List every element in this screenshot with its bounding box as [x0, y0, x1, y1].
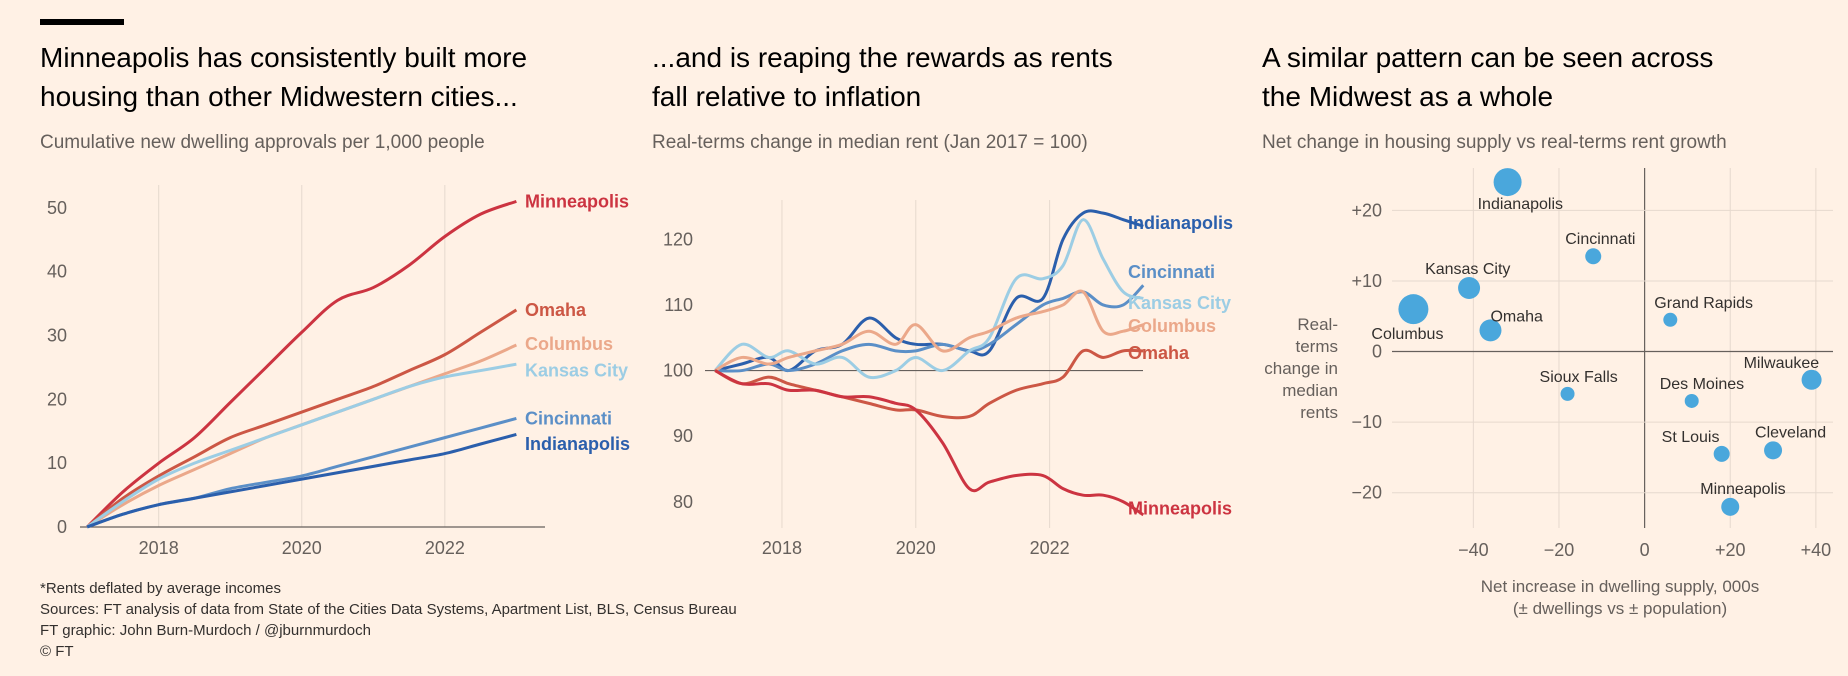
footer: *Rents deflated by average incomes Sourc… [40, 578, 737, 662]
y-tick-label: 10 [47, 453, 67, 473]
series-label: Columbus [1128, 316, 1216, 336]
y-tick-label: 40 [47, 262, 67, 282]
series-line [86, 362, 517, 529]
series-line [86, 432, 517, 529]
x-tick-label: 2020 [896, 538, 936, 558]
y-axis-label-line: median [1282, 381, 1338, 400]
series-label: Kansas City [525, 361, 628, 381]
scatter-point [1721, 497, 1740, 516]
scatter-point [1398, 294, 1429, 325]
scatter-point [1560, 386, 1575, 401]
point-label: Des Moines [1660, 376, 1744, 393]
point-label: Omaha [1490, 308, 1543, 325]
point-label: Indianapolis [1478, 196, 1563, 213]
point-label: Kansas City [1425, 261, 1510, 278]
footer-note: *Rents deflated by average incomes [40, 580, 281, 597]
y-tick-label: 110 [664, 295, 693, 315]
y-tick-label: +20 [1351, 200, 1382, 220]
x-tick-label: 2018 [762, 538, 802, 558]
y-tick-label: 50 [47, 198, 67, 218]
scatter-point [1684, 393, 1699, 408]
footer-sources: Sources: FT analysis of data from State … [40, 601, 737, 618]
ft-brand-bar [40, 19, 124, 25]
x-axis-label-line: Net increase in dwelling supply, 000s [1481, 577, 1759, 596]
series-label: Minneapolis [1128, 498, 1232, 518]
series-label: Minneapolis [525, 191, 629, 211]
point-label: St Louis [1662, 429, 1720, 446]
y-axis-label-line: Real- [1297, 315, 1338, 334]
series-line [714, 348, 1144, 420]
scatter-point [1663, 312, 1678, 327]
x-tick-label: +20 [1715, 540, 1746, 560]
y-tick-label: −20 [1351, 483, 1382, 503]
x-tick-label: −40 [1458, 540, 1489, 560]
point-label: Milwaukee [1744, 355, 1820, 372]
y-axis-label-line: change in [1264, 359, 1338, 378]
footer-copyright: © FT [40, 643, 74, 660]
x-tick-label: 2022 [1030, 538, 1070, 558]
x-tick-label: 0 [1640, 540, 1650, 560]
x-tick-label: 2018 [139, 538, 179, 558]
y-tick-label: −10 [1351, 412, 1382, 432]
scatter-point [1493, 168, 1522, 197]
supply-vs-rent-scatter: −40 −20 0 +20 +40 +20 +10 0 −10 −20 Real-terms chan… [1264, 168, 1833, 618]
series-label: Indianapolis [525, 434, 630, 454]
panel1-title: Minneapolis has consistently built more … [40, 42, 528, 112]
panel3-subtitle: Net change in housing supply vs real-ter… [1262, 132, 1727, 153]
series-label: Omaha [1128, 343, 1190, 363]
y-tick-label: +10 [1351, 271, 1382, 291]
point-label: Cincinnati [1565, 231, 1635, 248]
y-tick-label: 100 [663, 361, 693, 381]
y-axis-label-line: rents [1300, 403, 1338, 422]
panel1-subtitle: Cumulative new dwelling approvals per 1,… [40, 132, 485, 153]
approvals-line-chart: 2018 2020 2022 0 10 20 30 40 50 Minneapolis Omaha C… [47, 185, 630, 558]
x-tick-label: −20 [1544, 540, 1575, 560]
y-tick-label: 90 [673, 426, 693, 446]
series-label: Cincinnati [1128, 262, 1215, 282]
series-line [713, 218, 1144, 380]
series-line [86, 308, 518, 529]
y-tick-label: 0 [1372, 342, 1382, 362]
scatter-point [1801, 369, 1822, 390]
point-label: Sioux Falls [1540, 369, 1618, 386]
footer-graphic-credit: FT graphic: John Burn-Murdoch / @jburnmu… [40, 622, 371, 639]
scatter-point [1585, 248, 1602, 265]
panel2-subtitle: Real-terms change in median rent (Jan 20… [652, 132, 1088, 153]
x-axis-label-line: (± dwellings vs ± population) [1513, 599, 1727, 618]
y-tick-label: 80 [673, 492, 693, 512]
scatter-point [1713, 445, 1730, 462]
x-tick-label: +40 [1801, 540, 1832, 560]
x-tick-label: 2020 [282, 538, 322, 558]
series-label: Kansas City [1128, 293, 1231, 313]
series-label: Columbus [525, 334, 613, 354]
series-label: Indianapolis [1128, 213, 1233, 233]
scatter-point [1458, 277, 1481, 299]
y-tick-label: 30 [47, 325, 67, 345]
panel3-title: A similar pattern can be seen across the… [1262, 42, 1714, 112]
scatter-point [1479, 319, 1502, 342]
y-axis-label-line: terms [1296, 337, 1339, 356]
series-line [714, 369, 1145, 517]
series-line [714, 289, 1144, 372]
series-line [86, 199, 517, 529]
series-label: Omaha [525, 300, 587, 320]
point-label: Minneapolis [1700, 481, 1785, 498]
point-label: Columbus [1371, 326, 1443, 343]
y-tick-label: 20 [47, 389, 67, 409]
rent-line-chart: 2018 2020 2022 80 90 100 110 120 Indianapolis Cin… [663, 200, 1233, 558]
y-tick-label: 120 [663, 229, 693, 249]
series-label: Cincinnati [525, 408, 612, 428]
point-label: Grand Rapids [1654, 295, 1753, 312]
y-tick-label: 0 [57, 517, 67, 537]
x-tick-label: 2022 [425, 538, 465, 558]
point-label: Cleveland [1755, 424, 1826, 441]
panel2-title: ...and is reaping the rewards as rents f… [652, 42, 1113, 112]
scatter-point [1764, 441, 1783, 460]
